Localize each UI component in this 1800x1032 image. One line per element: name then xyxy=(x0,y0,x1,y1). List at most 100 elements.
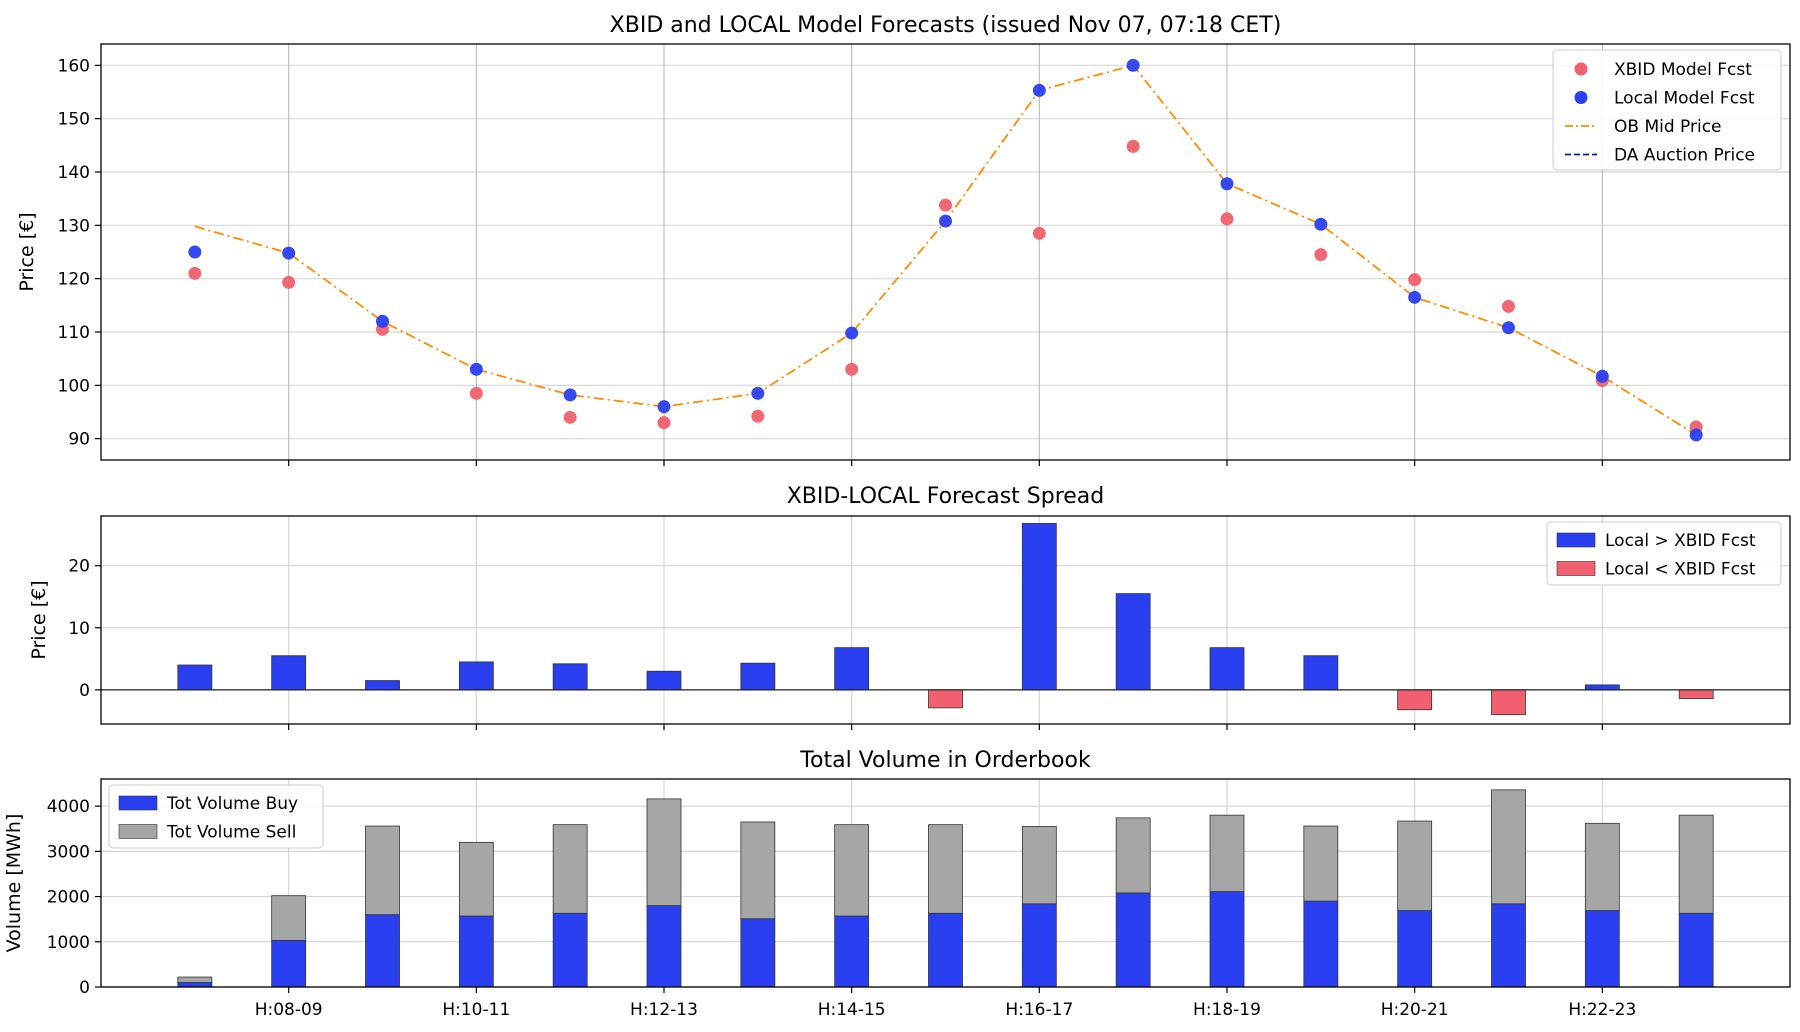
sell-volume-bar xyxy=(646,798,682,907)
x-tick-label: H:14-15 xyxy=(818,1000,886,1020)
sell-volume-bar xyxy=(458,841,494,917)
y-tick-label: 130 xyxy=(58,216,90,236)
xbid-point xyxy=(1220,212,1234,226)
local-point xyxy=(469,362,483,376)
axes-frame xyxy=(100,515,1791,725)
legend-swatch xyxy=(118,824,158,839)
legend-label: Local < XBID Fcst xyxy=(1605,560,1756,580)
buy-volume-bar xyxy=(1491,903,1526,988)
buy-volume-bar xyxy=(646,905,682,988)
x-tick-label: H:18-19 xyxy=(1193,1000,1261,1020)
ob-mid-price-line xyxy=(194,64,1697,436)
legend-label: Local > XBID Fcst xyxy=(1605,531,1756,551)
xbid-point xyxy=(845,362,859,376)
legend-label: XBID Model Fcst xyxy=(1614,60,1752,80)
legend-swatch xyxy=(1556,561,1596,576)
sell-volume-bar xyxy=(1209,814,1245,892)
spread-bar xyxy=(1115,593,1151,691)
legend-panel-2: Local > XBID Fcst Local < XBID Fcst xyxy=(1546,521,1782,586)
y-tick-label: 3000 xyxy=(47,842,90,862)
y-axis-label: Volume [MWh] xyxy=(3,814,25,953)
spread-bar xyxy=(1209,647,1245,691)
spread-bar xyxy=(740,662,776,691)
spread-bar xyxy=(1303,655,1339,691)
sell-volume-bar xyxy=(1115,817,1151,894)
buy-volume-bar xyxy=(1021,903,1057,988)
panel-title: Total Volume in Orderbook xyxy=(799,748,1091,773)
buy-volume-bar xyxy=(1397,910,1433,988)
y-tick-label: 2000 xyxy=(47,888,90,908)
x-tick-label: H:16-17 xyxy=(1005,1000,1073,1020)
spread-bar xyxy=(177,664,213,691)
legend-box xyxy=(1546,521,1782,586)
xbid-point xyxy=(282,275,296,289)
y-tick-label: 1000 xyxy=(47,933,90,953)
spread-bar xyxy=(365,680,400,691)
axes-frame xyxy=(100,778,1791,988)
legend-panel-3: Tot Volume Buy Tot Volume Sell xyxy=(108,784,324,849)
sell-volume-bar xyxy=(552,824,588,914)
legend-box xyxy=(108,784,324,849)
local-point xyxy=(1314,217,1328,231)
local-point xyxy=(1126,58,1140,72)
y-axis-label: Price [€] xyxy=(16,212,38,291)
legend-marker xyxy=(1574,62,1588,76)
spread-bar xyxy=(834,647,870,691)
spread-bar xyxy=(646,670,682,691)
legend-label: DA Auction Price xyxy=(1614,146,1755,166)
buy-volume-bar xyxy=(1115,892,1151,988)
y-tick-label: 20 xyxy=(68,557,90,577)
buy-volume-bar xyxy=(271,940,307,988)
local-point xyxy=(1502,321,1515,335)
y-tick-label: 160 xyxy=(58,56,90,76)
local-point xyxy=(563,388,577,402)
sell-volume-bar xyxy=(177,976,213,983)
buy-volume-bar xyxy=(1209,891,1245,988)
sell-volume-bar xyxy=(1491,789,1526,905)
buy-volume-bar xyxy=(1303,900,1339,988)
local-point xyxy=(282,246,296,260)
y-tick-label: 110 xyxy=(58,323,90,343)
panel-title: XBID and LOCAL Model Forecasts (issued N… xyxy=(610,13,1282,38)
xbid-point xyxy=(563,410,577,424)
xbid-point xyxy=(188,266,202,280)
xbid-point xyxy=(469,386,483,400)
local-point xyxy=(188,245,202,259)
legend-marker xyxy=(1574,91,1588,104)
xbid-point xyxy=(1408,273,1422,287)
buy-volume-bar xyxy=(834,915,870,988)
xbid-point xyxy=(751,409,765,423)
x-tick-label: H:12-13 xyxy=(630,1000,698,1020)
xbid-point xyxy=(939,198,952,212)
local-point xyxy=(1408,290,1422,304)
sell-volume-bar xyxy=(1397,820,1433,911)
panel-1: 90 100 110 120 130 140 150 160 XBID and LOCAL Mo… xyxy=(16,13,1791,466)
spread-bar xyxy=(1584,684,1620,691)
sell-volume-bar xyxy=(1303,825,1339,902)
spread-bar xyxy=(552,663,588,691)
legend-label: OB Mid Price xyxy=(1614,117,1722,137)
sell-volume-bar xyxy=(1021,826,1057,905)
buy-volume-bar xyxy=(458,915,494,988)
spread-bar xyxy=(1678,689,1714,699)
local-point xyxy=(845,326,859,340)
x-tick-label: H:22-23 xyxy=(1568,1000,1636,1020)
xbid-point xyxy=(1126,139,1140,153)
spread-bar xyxy=(458,661,494,691)
spread-bar xyxy=(1491,689,1526,716)
sell-volume-bar xyxy=(271,895,307,941)
y-tick-label: 4000 xyxy=(47,797,90,817)
buy-volume-bar xyxy=(177,982,213,988)
sell-volume-bar xyxy=(740,821,776,920)
buy-volume-bar xyxy=(1584,910,1620,988)
y-tick-label: 150 xyxy=(58,110,90,130)
y-tick-label: 120 xyxy=(58,270,90,290)
y-axis-label: Price [€] xyxy=(28,580,50,659)
sell-volume-bar xyxy=(834,824,870,917)
legend-label: Local Model Fcst xyxy=(1614,89,1755,109)
local-point xyxy=(657,400,671,414)
legend-label: Tot Volume Sell xyxy=(166,823,296,843)
sell-volume-bar xyxy=(928,824,963,914)
legend-swatch xyxy=(118,795,158,811)
